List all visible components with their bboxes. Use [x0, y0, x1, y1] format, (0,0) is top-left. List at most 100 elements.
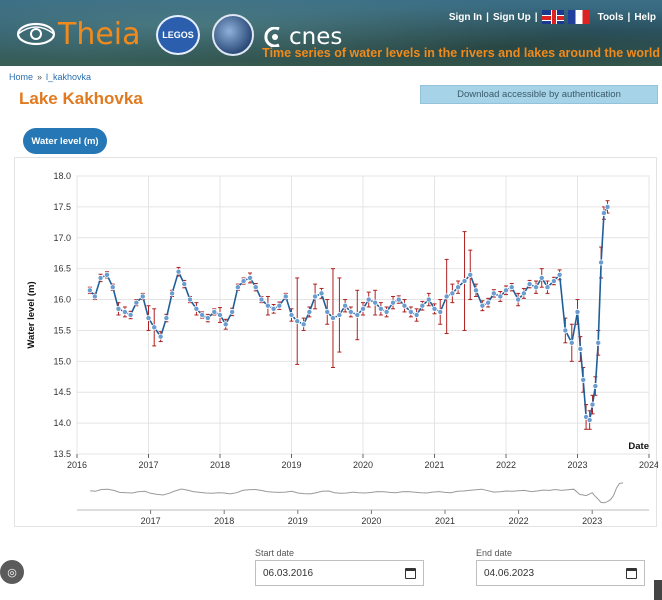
data-point[interactable] — [193, 305, 200, 312]
data-point[interactable] — [515, 296, 522, 303]
data-point[interactable] — [586, 417, 593, 424]
data-point[interactable] — [595, 339, 602, 346]
data-point[interactable] — [276, 302, 283, 309]
data-point[interactable] — [467, 271, 474, 278]
data-point[interactable] — [390, 299, 397, 306]
data-point[interactable] — [163, 315, 170, 322]
data-point[interactable] — [318, 290, 325, 297]
data-point[interactable] — [109, 284, 116, 291]
data-point[interactable] — [97, 274, 104, 281]
data-point[interactable] — [443, 293, 450, 300]
chart-navigator[interactable]: 2017 2018 2019 2020 2021 2022 2023 — [77, 482, 649, 526]
data-point[interactable] — [502, 287, 509, 294]
help-link[interactable]: Help — [634, 11, 656, 23]
data-point[interactable] — [425, 296, 432, 303]
data-point[interactable] — [139, 293, 146, 300]
data-point[interactable] — [240, 278, 247, 285]
data-point[interactable] — [556, 271, 563, 278]
data-point[interactable] — [538, 274, 545, 281]
data-point[interactable] — [479, 302, 486, 309]
data-point[interactable] — [354, 311, 361, 318]
data-point[interactable] — [437, 308, 444, 315]
data-point[interactable] — [580, 376, 587, 383]
data-point[interactable] — [222, 321, 229, 328]
data-point[interactable] — [347, 308, 354, 315]
data-point[interactable] — [377, 305, 384, 312]
data-point[interactable] — [211, 308, 218, 315]
data-point[interactable] — [216, 311, 223, 318]
data-point[interactable] — [270, 305, 277, 312]
data-point[interactable] — [312, 293, 319, 300]
data-point[interactable] — [258, 296, 265, 303]
data-point[interactable] — [186, 296, 193, 303]
data-point[interactable] — [264, 302, 271, 309]
data-point[interactable] — [449, 290, 456, 297]
data-point[interactable] — [199, 311, 206, 318]
data-point[interactable] — [461, 278, 468, 285]
data-point[interactable] — [372, 299, 379, 306]
data-point[interactable] — [169, 290, 176, 297]
data-point[interactable] — [127, 311, 134, 318]
data-point[interactable] — [455, 284, 462, 291]
theia-logo[interactable]: Theia — [16, 16, 141, 52]
hydroweb-logo[interactable] — [212, 14, 254, 56]
tab-water-level[interactable]: Water level (m) — [23, 128, 107, 154]
data-point[interactable] — [592, 383, 599, 390]
data-point[interactable] — [121, 308, 128, 315]
data-point[interactable] — [145, 315, 152, 322]
data-point[interactable] — [600, 210, 607, 217]
cnes-logo[interactable]: cnes — [264, 24, 342, 50]
data-point[interactable] — [342, 302, 349, 309]
data-point[interactable] — [133, 299, 140, 306]
end-date-input[interactable]: 04.06.2023 — [476, 560, 645, 586]
data-point[interactable] — [395, 296, 402, 303]
data-point[interactable] — [234, 284, 241, 291]
data-point[interactable] — [577, 345, 584, 352]
data-point[interactable] — [86, 287, 93, 294]
data-point[interactable] — [282, 293, 289, 300]
data-point[interactable] — [604, 203, 611, 210]
data-point[interactable] — [508, 284, 515, 291]
data-point[interactable] — [247, 274, 254, 281]
data-point[interactable] — [365, 296, 372, 303]
data-point[interactable] — [485, 299, 492, 306]
data-point[interactable] — [490, 290, 497, 297]
data-point[interactable] — [562, 327, 569, 334]
data-point[interactable] — [413, 311, 420, 318]
english-flag-icon[interactable] — [541, 10, 564, 24]
data-point[interactable] — [324, 308, 331, 315]
data-point[interactable] — [359, 305, 366, 312]
data-point[interactable] — [151, 324, 158, 331]
data-point[interactable] — [383, 308, 390, 315]
legos-logo[interactable]: LEGOS — [156, 15, 200, 55]
data-point[interactable] — [431, 305, 438, 312]
data-point[interactable] — [204, 315, 211, 322]
french-flag-icon[interactable] — [567, 10, 590, 24]
data-point[interactable] — [329, 315, 336, 322]
data-point[interactable] — [306, 308, 313, 315]
data-point[interactable] — [157, 333, 164, 340]
data-point[interactable] — [175, 268, 182, 275]
data-point[interactable] — [401, 302, 408, 309]
data-point[interactable] — [526, 281, 533, 288]
data-point[interactable] — [104, 271, 111, 278]
sign-in-link[interactable]: Sign In — [448, 11, 483, 23]
data-point[interactable] — [294, 318, 301, 325]
data-point[interactable] — [589, 401, 596, 408]
data-point[interactable] — [497, 293, 504, 300]
data-point[interactable] — [181, 281, 188, 288]
data-point[interactable] — [229, 308, 236, 315]
data-point[interactable] — [336, 311, 343, 318]
data-point[interactable] — [91, 293, 98, 300]
water-level-chart[interactable]: 13.5 14.0 14.5 15.0 15.5 16.0 16.5 17.0 17.5 18.0… — [15, 158, 658, 528]
tools-link[interactable]: Tools — [597, 11, 624, 23]
data-point[interactable] — [574, 308, 581, 315]
data-point[interactable] — [419, 302, 426, 309]
data-point[interactable] — [252, 284, 259, 291]
data-point[interactable] — [300, 321, 307, 328]
data-point[interactable] — [407, 308, 414, 315]
download-button[interactable]: Download accessible by authentication — [420, 85, 658, 104]
data-point[interactable] — [520, 290, 527, 297]
data-point[interactable] — [288, 311, 295, 318]
start-date-input[interactable]: 06.03.2016 — [255, 560, 424, 586]
